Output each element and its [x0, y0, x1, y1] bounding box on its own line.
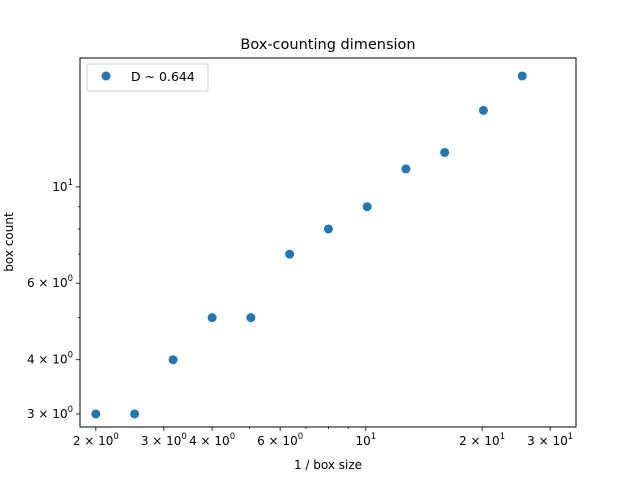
x-tick-label: 6 × 100 [257, 432, 303, 448]
data-point [478, 105, 488, 115]
data-point [440, 147, 450, 157]
data-point [207, 313, 217, 323]
y-tick-label: 101 [52, 178, 73, 194]
data-point [168, 355, 178, 365]
x-tick-label: 4 × 100 [189, 432, 235, 448]
data-point [323, 224, 333, 234]
data-point [130, 409, 140, 419]
data-point [246, 313, 256, 323]
plot-frame [79, 57, 577, 428]
x-tick-label: 3 × 100 [141, 432, 187, 448]
y-tick-label: 3 × 100 [27, 405, 73, 421]
x-tick-label: 2 × 101 [459, 432, 505, 448]
y-tick-label: 4 × 100 [27, 351, 73, 367]
chart-title: Box-counting dimension [240, 37, 415, 53]
data-point [362, 202, 372, 212]
legend-box [86, 63, 209, 92]
x-axis-label: 1 / box size [294, 458, 362, 472]
x-tick-label: 2 × 100 [73, 432, 119, 448]
data-point [91, 409, 101, 419]
data-point [517, 71, 527, 81]
y-tick-label: 6 × 100 [27, 274, 73, 290]
plot-area: 2 × 100 3 × 100 4 × 100 6 × 100 101 2 × 101 3 … [27, 71, 573, 448]
legend-marker [101, 71, 111, 81]
y-axis-label: box count [2, 212, 16, 272]
legend: D ~ 0.644 [86, 63, 209, 92]
data-point [285, 249, 295, 259]
legend-label: D ~ 0.644 [131, 69, 195, 84]
data-point [401, 164, 411, 174]
x-tick-label: 101 [355, 432, 376, 448]
x-tick-label: 3 × 101 [527, 432, 573, 448]
